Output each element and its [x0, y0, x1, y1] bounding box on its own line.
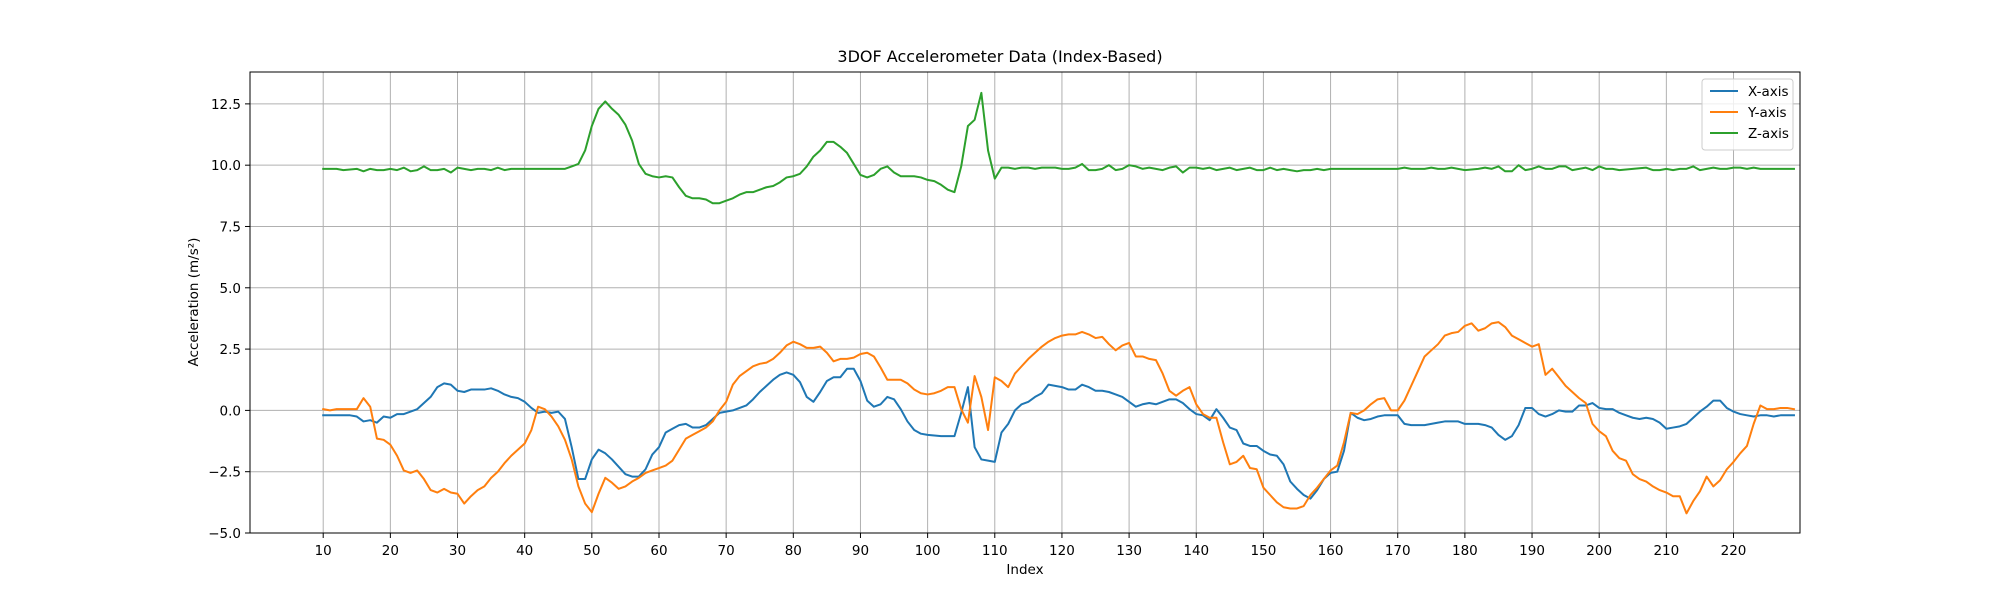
- plot-frame: [249, 71, 1801, 534]
- x-tick-label: 100: [915, 543, 941, 559]
- legend-label-z-axis: Z-axis: [1748, 126, 1789, 142]
- y-tick-label: −2.5: [208, 465, 241, 481]
- x-tick-label: 160: [1318, 543, 1344, 559]
- y-tick-label: 7.5: [220, 219, 241, 235]
- x-tick-label: 180: [1452, 543, 1478, 559]
- x-tick-label: 20: [382, 543, 399, 559]
- y-tick-label: 12.5: [211, 97, 241, 113]
- x-tick-label: 50: [583, 543, 600, 559]
- x-axis-title: Index: [1006, 562, 1043, 578]
- series-line-y-axis: [322, 321, 1796, 515]
- legend: X-axis Y-axis Z-axis: [1701, 78, 1794, 151]
- x-tick-label: 80: [785, 543, 802, 559]
- x-tick-label: 70: [718, 543, 735, 559]
- y-axis-title: Acceleration (m/s²): [186, 238, 202, 367]
- x-tick-label: 40: [516, 543, 533, 559]
- x-tick-label: 140: [1183, 543, 1209, 559]
- x-tick-label: 220: [1721, 543, 1747, 559]
- chart-title: 3DOF Accelerometer Data (Index-Based): [837, 47, 1162, 66]
- legend-label-y-axis: Y-axis: [1747, 105, 1787, 121]
- x-tick-label: 30: [449, 543, 466, 559]
- legend-label-x-axis: X-axis: [1748, 84, 1789, 100]
- y-tick-label: 5.0: [220, 281, 241, 297]
- x-tick-label: 90: [852, 543, 869, 559]
- tick-layer: 10 20 30 40 50 60 70 80 90 100 110 120 130 140 150 160 1…: [208, 97, 1746, 559]
- y-tick-label: −5.0: [208, 526, 241, 542]
- y-tick-label: 10.0: [211, 158, 241, 174]
- x-tick-label: 130: [1116, 543, 1142, 559]
- x-tick-label: 60: [650, 543, 667, 559]
- x-tick-label: 110: [982, 543, 1008, 559]
- x-tick-label: 10: [315, 543, 332, 559]
- series-line-x-axis: [322, 367, 1795, 500]
- x-tick-label: 120: [1049, 543, 1075, 559]
- x-tick-label: 200: [1586, 543, 1612, 559]
- series-layer: [322, 91, 1796, 515]
- x-tick-label: 210: [1653, 543, 1679, 559]
- x-tick-label: 150: [1251, 543, 1277, 559]
- y-tick-label: 0.0: [220, 403, 241, 419]
- y-tick-label: 2.5: [220, 342, 241, 358]
- x-tick-label: 190: [1519, 543, 1545, 559]
- series-line-z-axis: [322, 91, 1795, 205]
- x-tick-label: 170: [1385, 543, 1411, 559]
